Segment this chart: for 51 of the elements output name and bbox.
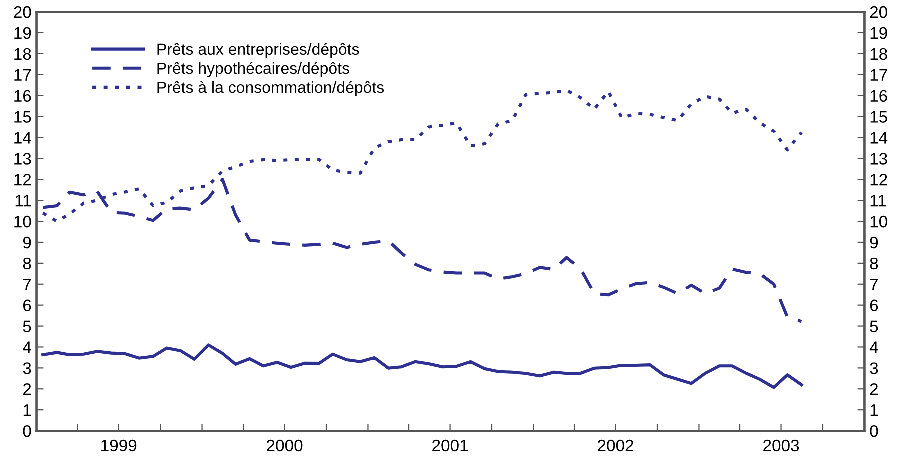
y2-tick-label: 18 <box>870 48 888 60</box>
y2-tick-label: 10 <box>870 216 888 228</box>
y-tick-label: 5 <box>23 320 32 332</box>
y-tick-label: 14 <box>14 132 32 144</box>
y-tick-label: 11 <box>16 195 32 207</box>
y2-tick-label: 16 <box>870 90 888 102</box>
y-tick-label: 12 <box>14 174 32 186</box>
y-tick-label: 10 <box>14 216 32 228</box>
y-tick-label: 16 <box>14 90 32 102</box>
y-tick-label: 3 <box>23 362 32 374</box>
y2-tick-label: 11 <box>870 195 886 207</box>
x-tick-label: 2000 <box>267 440 303 452</box>
y2-tick-label: 15 <box>870 111 888 123</box>
y-tick-label: 6 <box>23 300 32 312</box>
y-tick-label: 7 <box>24 278 32 290</box>
y-tick-label: 18 <box>14 48 32 60</box>
y2-tick-label: 6 <box>870 300 878 312</box>
y-tick-label: 0 <box>23 425 32 438</box>
y-tick-label: 20 <box>14 6 32 18</box>
y-tick-label: 17 <box>14 69 32 81</box>
x-tick-label: 2003 <box>764 440 800 452</box>
legend-label: Prêts aux entreprises/dépôts <box>158 43 360 58</box>
y2-tick-label: 12 <box>870 174 888 186</box>
y2-tick-label: 7 <box>870 278 878 290</box>
y2-tick-label: 8 <box>870 258 878 270</box>
y2-tick-label: 3 <box>870 362 878 374</box>
legend-label: Prêts hypothécaires/dépôts <box>158 62 350 78</box>
x-tick-label: 1999 <box>102 440 137 452</box>
legend-label: Prêts à la consommation/dépôts <box>158 81 384 96</box>
y-tick-label: 8 <box>23 258 32 270</box>
x-tick-label: 2002 <box>598 440 634 452</box>
y2-tick-label: 1 <box>870 404 878 416</box>
y-tick-label: 2 <box>23 384 32 396</box>
y-tick-label: 13 <box>14 153 32 165</box>
y2-tick-label: 20 <box>870 6 888 18</box>
line-series <box>42 344 804 390</box>
y2-tick-label: 4 <box>870 342 878 354</box>
y2-tick-label: 5 <box>870 320 878 332</box>
y2-tick-label: 17 <box>870 69 888 81</box>
y2-tick-label: 14 <box>870 132 888 144</box>
y2-tick-label: 9 <box>870 236 878 249</box>
y-tick-label: 15 <box>14 111 32 123</box>
y-tick-label: 9 <box>23 236 32 249</box>
y-tick-label: 19 <box>14 27 32 40</box>
y2-tick-label: 13 <box>870 153 888 165</box>
y-tick-label: 4 <box>23 342 32 354</box>
y-tick-label: 1 <box>24 404 32 416</box>
x-tick-label: 2001 <box>432 440 468 452</box>
y2-tick-label: 2 <box>870 384 878 396</box>
y2-tick-label: 19 <box>870 27 888 40</box>
y2-tick-label: 0 <box>870 425 878 438</box>
